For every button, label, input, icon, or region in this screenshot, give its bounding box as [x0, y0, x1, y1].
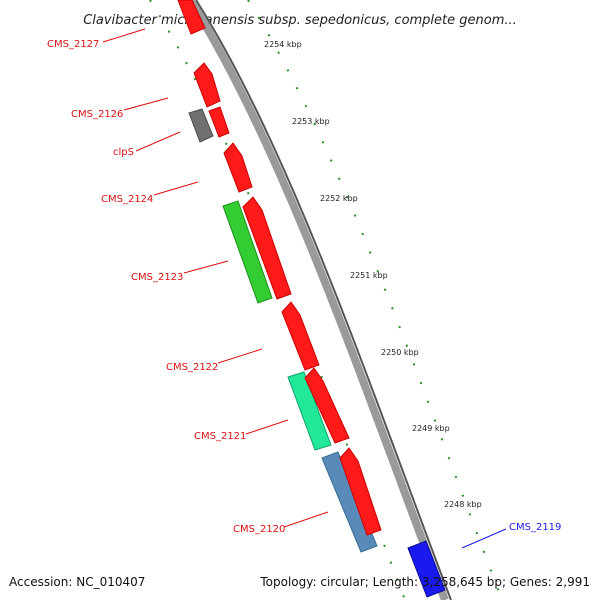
gene-label-clps[interactable]: clpS	[113, 147, 134, 158]
outer-tick-track	[247, 0, 503, 600]
gene-label-cms2120[interactable]: CMS_2120	[233, 524, 285, 535]
gene-cms2127[interactable]	[177, 0, 206, 35]
genome-title: Clavibacter michiganensis subsp. sepedon…	[83, 13, 517, 28]
gene-label-cms2124[interactable]: CMS_2124	[101, 194, 153, 205]
gene-cms2122-b[interactable]	[281, 301, 320, 371]
gene-label-leaders	[102, 28, 507, 549]
gene-cms2120[interactable]	[321, 451, 378, 553]
scale-label-2252: 2252 kbp	[320, 194, 358, 203]
scale-ticks: 2254 kbp 2253 kbp 2252 kbp 2251 kbp 2250…	[264, 40, 482, 509]
scale-label-2249: 2249 kbp	[412, 424, 450, 433]
scale-label-2248: 2248 kbp	[444, 500, 482, 509]
genome-backbone-shadow	[186, 0, 449, 600]
leader-cms2127	[102, 28, 146, 43]
gene-cms2120-forward[interactable]	[339, 447, 382, 536]
genome-summary-text: Topology: circular; Length: 3,258,645 bp…	[259, 575, 590, 589]
gene-label-cms2127[interactable]: CMS_2127	[47, 39, 99, 50]
leader-cms2124	[153, 181, 199, 196]
scale-label-2250: 2250 kbp	[381, 348, 419, 357]
gene-cms2121[interactable]	[287, 371, 332, 451]
gene-label-cms2119[interactable]: CMS_2119	[509, 522, 561, 533]
genome-backbone	[195, 0, 452, 600]
leader-cms2122	[217, 348, 263, 364]
gene-clps[interactable]	[188, 108, 214, 143]
leader-cms2121	[245, 419, 289, 435]
gene-cms2119[interactable]	[407, 540, 446, 598]
gene-cms2126[interactable]	[193, 62, 221, 108]
gene-cms2122-a[interactable]	[242, 196, 292, 300]
leader-clps	[135, 131, 181, 152]
gene-features[interactable]	[177, 0, 446, 598]
gene-label-cms2126[interactable]: CMS_2126	[71, 109, 123, 120]
gene-label-cms2121[interactable]: CMS_2121	[194, 431, 246, 442]
gene-labels: CMS_2127 CMS_2126 clpS CMS_2124 CMS_2123…	[47, 39, 561, 535]
leader-cms2119	[461, 528, 507, 549]
gene-label-cms2123[interactable]: CMS_2123	[131, 272, 183, 283]
gene-label-cms2122[interactable]: CMS_2122	[166, 362, 218, 373]
gene-cms2125[interactable]	[208, 106, 230, 138]
leader-cms2120	[283, 511, 329, 528]
scale-label-2251: 2251 kbp	[350, 271, 388, 280]
gene-cms2121-forward[interactable]	[304, 367, 350, 444]
gene-cms2123[interactable]	[222, 200, 273, 304]
leader-cms2123	[183, 260, 229, 274]
gene-cms2124[interactable]	[223, 142, 253, 193]
leader-cms2126	[123, 97, 169, 111]
accession-text: Accession: NC_010407	[9, 575, 145, 589]
scale-label-2253: 2253 kbp	[292, 117, 330, 126]
scale-label-2254: 2254 kbp	[264, 40, 302, 49]
